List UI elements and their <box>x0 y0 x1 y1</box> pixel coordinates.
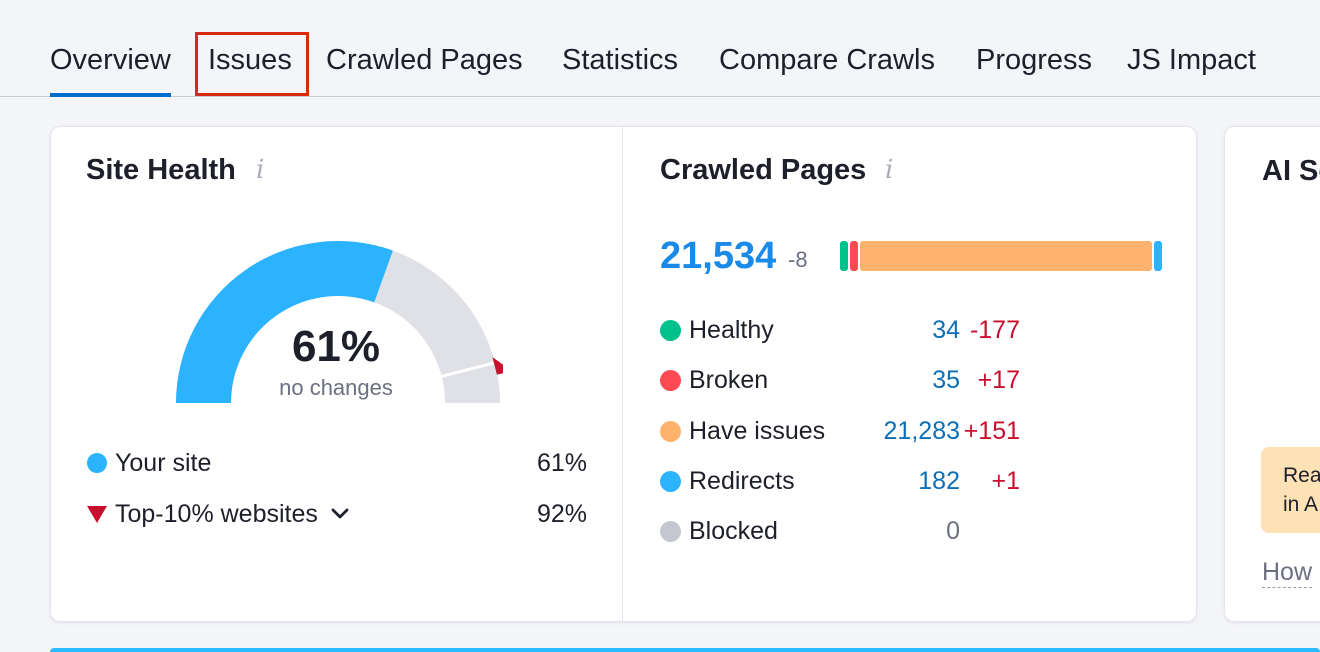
broken-value[interactable]: 35 <box>932 366 960 394</box>
issues-tab-highlight-box <box>195 32 309 96</box>
blocked-dot <box>660 521 681 542</box>
have-issues-label: Have issues <box>689 417 826 445</box>
site-health-title: Site Health <box>86 154 236 186</box>
tab-compare-crawls[interactable]: Compare Crawls <box>719 44 935 76</box>
broken-dot <box>660 370 681 391</box>
crawled-pages-total-delta: -8 <box>788 247 808 272</box>
tab-js-impact[interactable]: JS Impact <box>1127 44 1256 76</box>
broken-label: Broken <box>689 366 769 394</box>
tab-bar: Overview Issues Crawled Pages Statistics… <box>0 0 1320 97</box>
legend-your-site: Your site 61% <box>87 446 587 480</box>
site-health-change: no changes <box>279 375 393 400</box>
have-issues-dot <box>660 421 681 442</box>
tab-crawled-pages[interactable]: Crawled Pages <box>326 44 523 76</box>
your-site-label: Your site <box>115 449 212 477</box>
ai-card-notice: Rea in A <box>1261 447 1320 533</box>
top10-label[interactable]: Top-10% websites <box>115 500 318 528</box>
redirects-value[interactable]: 182 <box>918 467 960 495</box>
gauge-fill <box>176 241 393 403</box>
row-have-issues[interactable]: Have issues 21,283 +151 <box>660 414 1020 448</box>
broken-delta: +17 <box>977 366 1020 394</box>
crawled-pages-total[interactable]: 21,534 <box>660 235 777 277</box>
card-divider <box>622 127 623 621</box>
bar-segment-have-issues[interactable] <box>860 241 1152 271</box>
redirects-label: Redirects <box>689 467 795 495</box>
row-healthy[interactable]: Healthy 34 -177 <box>660 313 1020 347</box>
ai-card-title: AI Se <box>1262 155 1320 187</box>
bar-segment-healthy[interactable] <box>840 241 848 271</box>
site-health-value: 61% <box>291 322 381 371</box>
healthy-dot <box>660 320 681 341</box>
legend-top10[interactable]: Top-10% websites 92% <box>87 497 587 531</box>
healthy-delta: -177 <box>969 316 1020 344</box>
ai-card-link[interactable]: How <box>1262 558 1313 588</box>
have-issues-value[interactable]: 21,283 <box>883 417 960 445</box>
tab-overview[interactable]: Overview <box>50 40 171 97</box>
crawled-pages-stacked-bar[interactable] <box>840 241 1162 271</box>
redirects-delta: +1 <box>991 467 1020 495</box>
tab-issues[interactable]: Issues <box>208 44 292 76</box>
top-navigation: Overview Issues Crawled Pages Statistics… <box>0 0 1320 97</box>
next-card-top-edge <box>50 648 1320 652</box>
top10-marker <box>492 357 503 375</box>
ai-notice-line-1: Rea <box>1283 464 1320 487</box>
top10-value: 92% <box>536 500 587 528</box>
tab-progress[interactable]: Progress <box>976 44 1093 76</box>
row-broken[interactable]: Broken 35 +17 <box>660 363 1020 397</box>
redirects-dot <box>660 471 681 492</box>
row-blocked[interactable]: Blocked 0 <box>660 514 1020 548</box>
crawled-pages-title: Crawled Pages <box>660 154 867 186</box>
gauge-separator <box>439 360 498 379</box>
site-health-info-icon[interactable]: i <box>256 155 265 185</box>
bar-segment-broken[interactable] <box>850 241 858 271</box>
ai-search-card: AI Se Rea in A How <box>1224 126 1320 622</box>
chevron-down-icon[interactable] <box>329 501 351 527</box>
bar-segment-redirects[interactable] <box>1154 241 1162 271</box>
top10-triangle-icon <box>87 506 107 523</box>
healthy-value[interactable]: 34 <box>932 316 960 344</box>
healthy-label: Healthy <box>689 316 774 344</box>
row-redirects[interactable]: Redirects 182 +1 <box>660 464 1020 498</box>
overview-card: Site Health i 61% no changes Your site 6… <box>50 126 1197 622</box>
blocked-label: Blocked <box>689 517 778 545</box>
your-site-dot <box>87 453 107 473</box>
site-health-gauge <box>176 241 503 403</box>
crawled-pages-info-icon[interactable]: i <box>885 155 894 185</box>
blocked-value: 0 <box>946 517 960 545</box>
your-site-value: 61% <box>536 449 587 477</box>
tab-statistics[interactable]: Statistics <box>562 44 679 76</box>
have-issues-delta: +151 <box>963 417 1020 445</box>
ai-notice-line-2: in A <box>1283 493 1319 516</box>
